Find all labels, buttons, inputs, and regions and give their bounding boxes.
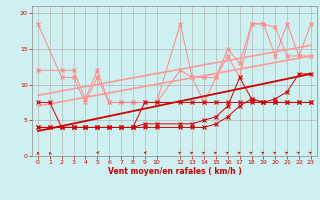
X-axis label: Vent moyen/en rafales ( km/h ): Vent moyen/en rafales ( km/h ) [108,167,241,176]
